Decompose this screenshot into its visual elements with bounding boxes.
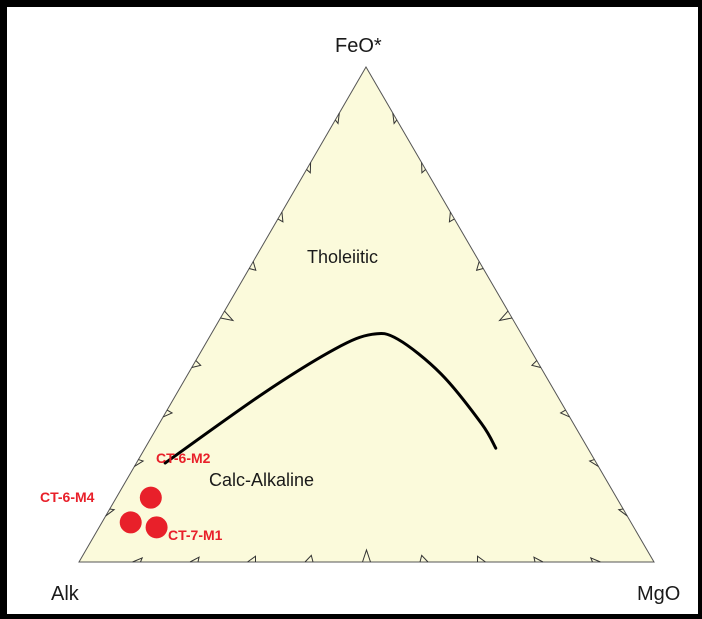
tick-mark	[589, 556, 601, 563]
sample-point-ct-7-m1	[145, 516, 168, 539]
vertex-label-feo: FeO*	[335, 35, 382, 57]
tick-mark	[277, 211, 284, 223]
sample-points	[119, 486, 168, 539]
field-label-tholeiitic: Tholeiitic	[307, 247, 378, 267]
sample-label-ct-6-m4: CT-6-M4	[40, 489, 95, 505]
tick-mark	[362, 548, 371, 563]
tick-mark	[247, 555, 256, 563]
tick-mark	[220, 310, 235, 322]
tick-mark	[498, 310, 513, 322]
tholeiitic-calcalkaline-boundary	[163, 331, 498, 465]
tick-mark	[191, 360, 202, 368]
tick-mark	[559, 409, 570, 418]
field-label-calc-alkaline: Calc-Alkaline	[209, 470, 314, 490]
tick-mark	[588, 459, 599, 467]
sample-point-ct-6-m2	[139, 486, 162, 509]
tick-mark	[334, 112, 340, 125]
tick-mark	[249, 261, 257, 271]
tick-mark	[419, 554, 429, 563]
tick-mark	[162, 409, 174, 418]
tick-marks	[105, 112, 628, 563]
tick-mark	[134, 459, 145, 467]
ternary-triangle	[78, 66, 655, 563]
tick-mark	[476, 555, 486, 563]
tick-mark	[448, 211, 455, 223]
vertex-label-mgo: MgO	[637, 583, 680, 605]
tick-mark	[306, 162, 312, 174]
tick-mark	[475, 261, 484, 272]
tick-mark	[533, 556, 544, 563]
sample-label-ct-7-m1: CT-7-M1	[168, 527, 223, 543]
sample-point-ct-6-m4	[119, 511, 142, 534]
sample-label-ct-6-m2: CT-6-M2	[156, 450, 211, 466]
tick-mark	[421, 162, 426, 174]
tick-mark	[304, 554, 314, 563]
tick-mark	[132, 556, 144, 563]
tick-mark	[392, 112, 398, 125]
tick-mark	[617, 508, 628, 517]
tick-mark	[530, 360, 541, 368]
tick-mark	[105, 508, 116, 517]
vertex-label-alk: Alk	[51, 583, 80, 605]
tick-mark	[189, 556, 200, 563]
